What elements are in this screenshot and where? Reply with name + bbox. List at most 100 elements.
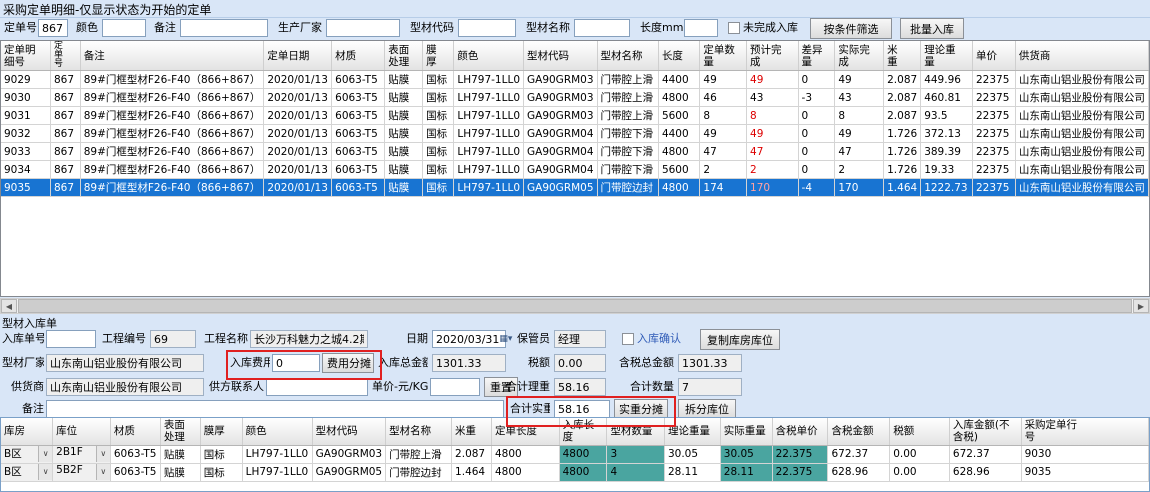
chevron-down-icon[interactable]: ∨ [38,446,52,462]
cell: 国标 [422,106,455,125]
column-header[interactable]: 米重 [451,418,492,446]
table-row[interactable]: 9032 867 89#门框型材F26-F40（866+867） 2020/01/13… [1,124,1149,143]
inbound-confirm-checkbox[interactable] [622,333,634,345]
column-header[interactable]: 表面处理 [384,41,424,71]
filter-manufacturer-input[interactable] [326,19,400,37]
column-header[interactable]: 定单明细号 [1,41,51,71]
cell: 国标 [200,463,243,482]
filter-length-input[interactable] [684,19,718,37]
column-header[interactable]: 库位 [52,418,111,446]
table-row[interactable]: 9031 867 89#门框型材F26-F40（866+867） 2020/01/13… [1,106,1149,125]
copy-warehouse-location-button[interactable]: 复制库房库位 [700,329,780,350]
cell: 22375 [972,160,1016,179]
column-header[interactable]: 定单日期 [263,41,333,71]
total-qty-input[interactable] [678,378,742,396]
inbound-fee-input[interactable] [272,354,320,372]
scrollbar-thumb[interactable] [18,299,1132,313]
column-header[interactable]: 实际重量 [720,418,773,446]
table-row[interactable]: 9030 867 89#门框型材F26-F40（866+867） 2020/01/13… [1,88,1149,107]
column-header[interactable]: 实际完成 [834,41,885,71]
column-header[interactable]: 型材代码 [523,41,598,71]
column-header[interactable]: 型材名称 [385,418,453,446]
combo-cell[interactable]: ∨ 2B1F [52,445,111,464]
actual-weight-allocate-button[interactable]: 实重分摊 [614,399,668,419]
column-header[interactable]: 米重 [883,41,922,71]
combo-cell[interactable]: ∨ 5B2F [52,463,111,482]
column-header[interactable]: 长度 [658,41,701,71]
project-no-input[interactable] [150,330,196,348]
column-header[interactable]: 定单长度 [491,418,560,446]
inbound-no-input[interactable] [46,330,96,348]
column-header[interactable]: 定单号 [50,41,81,71]
table-row[interactable]: 9033 867 89#门框型材F26-F40（866+867） 2020/01/13… [1,142,1149,161]
filter-profile-code-input[interactable] [458,19,516,37]
column-header[interactable]: 单价 [972,41,1016,71]
column-header[interactable]: 型材代码 [312,418,387,446]
chevron-down-icon[interactable]: ∨ [95,464,110,480]
column-header[interactable]: 材质 [331,41,386,71]
keeper-input[interactable] [554,330,606,348]
profile-manufacturer-input[interactable] [46,354,204,372]
scroll-right-icon[interactable]: ▶ [1133,299,1149,313]
table-row[interactable]: ∨ B区 ∨ 2B1F 6063-T5 贴膜 国标 LH797-1LL0 GA90GRM03 门带… [1,445,1149,464]
batch-inbound-button[interactable]: 批量入库 [900,18,964,39]
column-header[interactable]: 含税金额 [827,418,891,446]
column-header[interactable]: 理论重量 [920,41,973,71]
column-header[interactable]: 入库长度 [559,418,608,446]
column-header[interactable]: 含税单价 [772,418,829,446]
column-header[interactable]: 差异量 [798,41,836,71]
scroll-left-icon[interactable]: ◀ [1,299,17,313]
column-header[interactable]: 定单数量 [699,41,748,71]
column-header[interactable]: 膜厚 [200,418,243,446]
total-actual-weight-input[interactable] [554,400,610,418]
combo-cell[interactable]: ∨ B区 [1,463,54,482]
remark-input[interactable] [46,400,504,418]
column-header[interactable]: 库房 [1,418,54,446]
cell: 22375 [972,106,1016,125]
split-location-button[interactable]: 拆分库位 [678,399,736,419]
column-header[interactable]: 入库金额(不含税) [949,418,1022,446]
column-header[interactable]: 税额 [889,418,950,446]
chevron-down-icon[interactable]: ∨ [95,446,110,462]
date-input[interactable]: 2020/03/31 ▦▾ [432,330,512,348]
filter-order-no-input[interactable] [38,19,68,37]
column-header[interactable]: 颜色 [453,41,524,71]
column-header[interactable]: 供货商 [1015,41,1149,71]
column-header[interactable]: 采购定单行号 [1021,418,1149,446]
column-header[interactable]: 备注 [80,41,265,71]
fee-allocate-button[interactable]: 费用分摊 [322,353,374,373]
filter-by-condition-button[interactable]: 按条件筛选 [810,18,892,39]
table-row[interactable]: 9035 867 89#门框型材F26-F40（866+867） 2020/01/13… [1,178,1149,197]
column-header[interactable]: 预计完成 [746,41,799,71]
chevron-down-icon[interactable]: ∨ [38,464,52,480]
filter-color-input[interactable] [102,19,146,37]
reset-button[interactable]: 重置 [484,377,518,397]
total-with-tax-input[interactable] [678,354,742,372]
cell: 0.00 [889,445,950,464]
combo-cell[interactable]: ∨ B区 [1,445,54,464]
inbound-total-input[interactable] [432,354,506,372]
table-row[interactable]: 9034 867 89#门框型材F26-F40（866+867） 2020/01/13… [1,160,1149,179]
calendar-dropdown-icon[interactable]: ▦▾ [499,334,513,344]
unfinished-inbound-checkbox[interactable] [728,22,740,34]
table-row[interactable]: ∨ B区 ∨ 5B2F 6063-T5 贴膜 国标 LH797-1LL0 GA90GRM05 门带… [1,463,1149,482]
column-header[interactable]: 材质 [110,418,161,446]
horizontal-scrollbar[interactable]: ◀ ▶ [0,298,1150,314]
filter-remark-input[interactable] [180,19,268,37]
column-header[interactable]: 型材名称 [597,41,659,71]
project-name-input[interactable] [250,330,368,348]
filter-profile-name-input[interactable] [574,19,630,37]
table-row[interactable]: 9029 867 89#门框型材F26-F40（866+867） 2020/01/13… [1,70,1149,89]
column-header[interactable]: 表面处理 [160,418,201,446]
column-header[interactable]: 型材数量 [606,418,665,446]
total-theory-weight-input[interactable] [554,378,606,396]
supplier-contact-input[interactable] [266,378,368,396]
column-header[interactable]: 膜厚 [422,41,455,71]
cell: 0.00 [889,463,950,482]
column-header[interactable]: 颜色 [242,418,313,446]
cell: 2020/01/13 [263,70,333,89]
tax-input[interactable] [554,354,606,372]
supplier-input[interactable] [46,378,204,396]
unit-price-input[interactable] [430,378,480,396]
column-header[interactable]: 理论重量 [664,418,721,446]
